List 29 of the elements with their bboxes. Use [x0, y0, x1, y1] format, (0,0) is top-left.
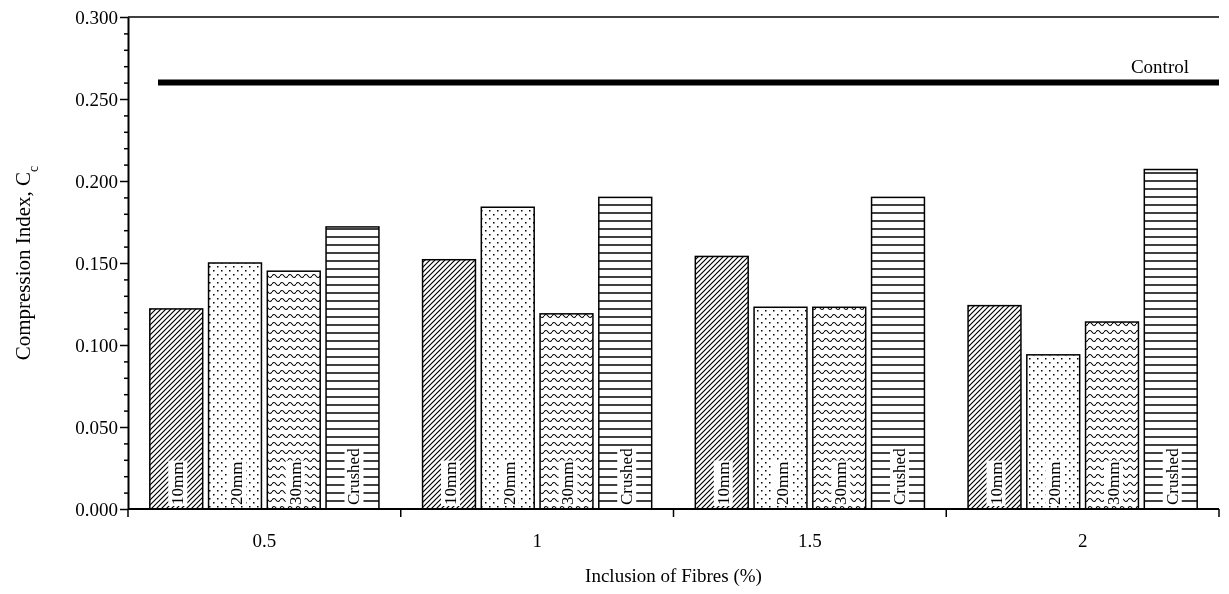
text: Crushed — [1162, 448, 1182, 505]
x-tick-label: 1 — [532, 530, 542, 551]
ref-line-label: Control — [1130, 55, 1189, 77]
series-label: 10mm — [168, 461, 188, 505]
y-tick-label: 0.300 — [75, 6, 118, 28]
text: 20mm — [1045, 461, 1065, 505]
text: 30mm — [1104, 461, 1123, 505]
text: 20mm — [772, 461, 792, 505]
y-tick-label: 0.100 — [75, 334, 118, 356]
text: 20mm — [499, 461, 519, 505]
y-tick-label: 0.050 — [75, 416, 118, 438]
y-tick-label: 0.250 — [75, 88, 118, 110]
y-tick-label: 0.000 — [75, 498, 118, 520]
y-tick-label: 0.200 — [75, 170, 118, 192]
y-tick-label: 0.150 — [75, 252, 118, 274]
series-label: 20mm — [227, 461, 246, 505]
x-tick-label: 0.5 — [252, 530, 277, 551]
x-tick-label: 2 — [1077, 530, 1088, 551]
x-tick-label: 1.5 — [798, 530, 822, 551]
text: Crushed — [617, 448, 637, 505]
text: 10mm — [441, 461, 461, 505]
text: 10mm — [986, 461, 1006, 505]
x-axis-title: Inclusion of Fibres (%) — [585, 565, 762, 587]
text: Crushed — [889, 448, 909, 505]
series-label: Crushed — [344, 447, 364, 505]
text: 30mm — [558, 461, 578, 505]
text: 30mm — [831, 461, 851, 505]
text: 10mm — [713, 461, 733, 505]
series-label: 30mm — [285, 461, 305, 505]
